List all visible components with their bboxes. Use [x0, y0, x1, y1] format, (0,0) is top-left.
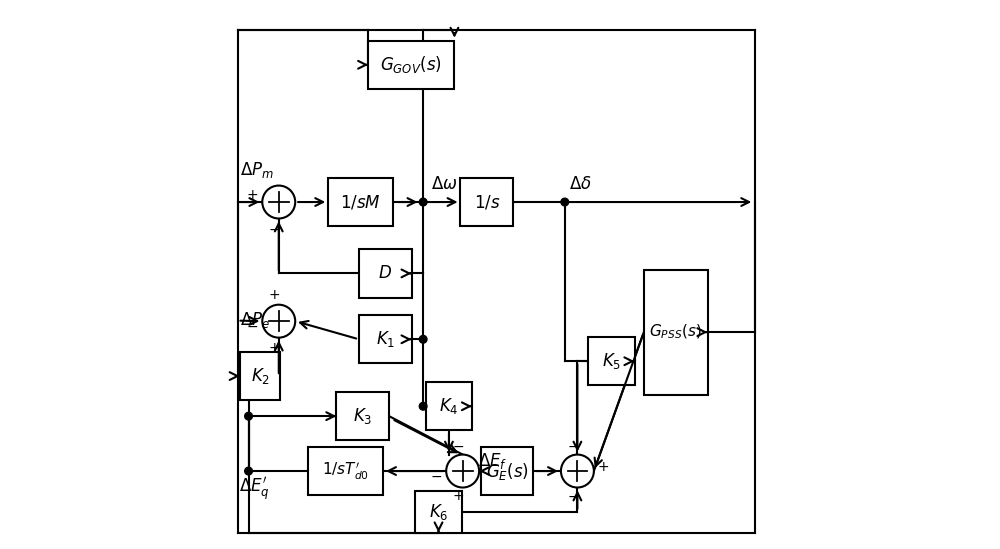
Circle shape: [419, 198, 427, 206]
Text: $-$: $-$: [567, 489, 579, 503]
FancyBboxPatch shape: [240, 352, 280, 400]
FancyBboxPatch shape: [415, 491, 462, 533]
FancyBboxPatch shape: [308, 447, 383, 495]
FancyBboxPatch shape: [426, 382, 472, 430]
Text: $K_4$: $K_4$: [439, 396, 459, 416]
FancyBboxPatch shape: [588, 337, 635, 385]
Circle shape: [245, 412, 252, 420]
FancyBboxPatch shape: [359, 315, 412, 363]
Text: +: +: [598, 460, 610, 474]
Text: $-$: $-$: [268, 221, 280, 236]
Text: $1/sT_{d0}^{\prime}$: $1/sT_{d0}^{\prime}$: [322, 461, 369, 481]
Text: $\Delta E_q^{\prime}$: $\Delta E_q^{\prime}$: [239, 476, 269, 503]
Text: $-$: $-$: [567, 439, 579, 453]
FancyBboxPatch shape: [328, 178, 393, 226]
Circle shape: [419, 402, 427, 410]
Circle shape: [245, 467, 252, 475]
Text: $G_{PSS}(s)$: $G_{PSS}(s)$: [649, 323, 702, 341]
FancyBboxPatch shape: [481, 447, 533, 495]
Circle shape: [561, 455, 594, 488]
FancyBboxPatch shape: [336, 392, 389, 440]
Text: $G_E(s)$: $G_E(s)$: [486, 461, 529, 481]
Text: $-$: $-$: [430, 468, 442, 483]
Text: $-$: $-$: [246, 318, 258, 333]
Text: $K_5$: $K_5$: [602, 351, 621, 371]
Text: +: +: [269, 288, 280, 302]
Circle shape: [419, 335, 427, 343]
Text: $K_6$: $K_6$: [429, 502, 448, 522]
Text: $1/sM$: $1/sM$: [340, 193, 381, 211]
Circle shape: [561, 198, 569, 206]
Text: $K_3$: $K_3$: [353, 406, 372, 426]
FancyBboxPatch shape: [460, 178, 513, 226]
FancyBboxPatch shape: [368, 41, 454, 89]
Text: $\Delta P_e$: $\Delta P_e$: [240, 310, 270, 329]
Text: $K_1$: $K_1$: [376, 329, 395, 349]
Text: $G_{GOV}(s)$: $G_{GOV}(s)$: [380, 54, 442, 75]
Text: $\Delta E_f$: $\Delta E_f$: [478, 451, 507, 471]
Text: $1/s$: $1/s$: [474, 193, 500, 211]
Text: $\Delta P_m$: $\Delta P_m$: [240, 160, 274, 180]
Text: $D$: $D$: [378, 265, 392, 282]
Circle shape: [446, 455, 479, 488]
Text: +: +: [452, 489, 464, 503]
Text: $\Delta\omega$: $\Delta\omega$: [431, 176, 458, 193]
Circle shape: [262, 305, 295, 338]
FancyBboxPatch shape: [644, 270, 708, 395]
Circle shape: [262, 186, 295, 219]
Text: +: +: [247, 188, 258, 203]
FancyBboxPatch shape: [359, 249, 412, 298]
Text: $\Delta\delta$: $\Delta\delta$: [569, 176, 592, 193]
Text: $-$: $-$: [452, 439, 464, 453]
Text: $K_2$: $K_2$: [251, 366, 270, 386]
Text: +: +: [269, 340, 280, 355]
